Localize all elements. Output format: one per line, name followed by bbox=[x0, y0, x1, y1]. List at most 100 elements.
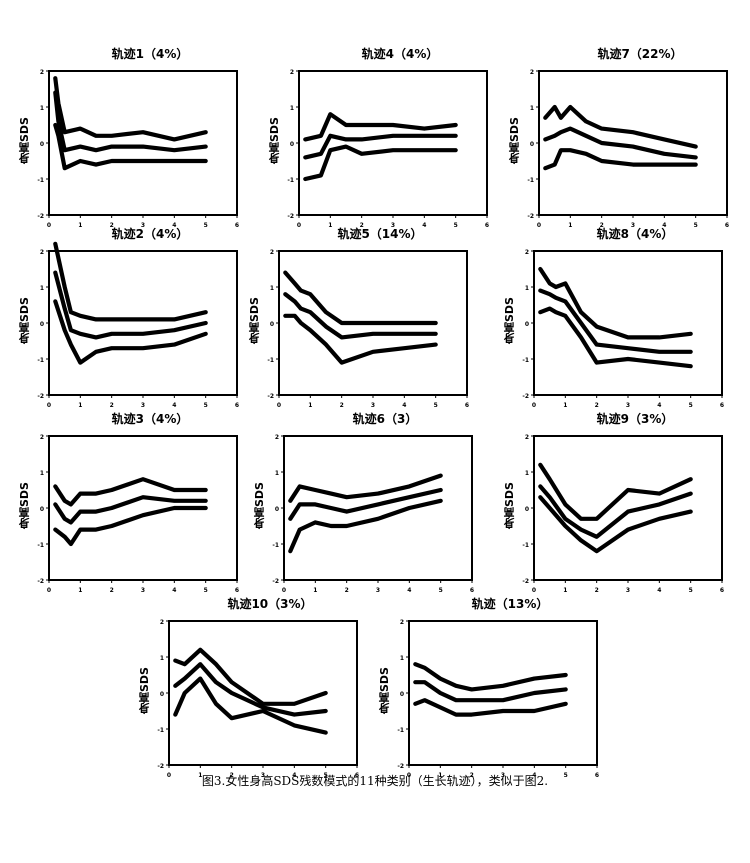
y-tick-label: 2 bbox=[40, 69, 44, 76]
x-tick-label: 0 bbox=[537, 222, 541, 229]
y-axis-label: 身高SDS bbox=[253, 482, 266, 530]
y-tick-label: 2 bbox=[525, 434, 529, 441]
x-tick-label: 1 bbox=[78, 222, 82, 229]
series-line-1 bbox=[413, 680, 568, 703]
chart-plot: -2 -1 0 1 2 0 1 2 3 4 5 6 bbox=[522, 434, 724, 594]
x-tick-label: 0 bbox=[282, 587, 286, 594]
x-tick-label: 2 bbox=[360, 222, 364, 229]
y-axis-label: 身高SDS bbox=[508, 117, 521, 165]
series-line-2 bbox=[538, 306, 693, 369]
y-tick-label: -2 bbox=[37, 578, 44, 585]
x-tick-label: 3 bbox=[626, 402, 630, 409]
y-tick-label: 0 bbox=[290, 141, 294, 148]
x-tick-label: 3 bbox=[141, 587, 145, 594]
series-line-2 bbox=[538, 495, 693, 554]
series-line-2 bbox=[288, 498, 443, 554]
y-tick-label: -1 bbox=[287, 177, 294, 184]
y-tick-label: 0 bbox=[40, 321, 44, 328]
x-tick-label: 2 bbox=[595, 402, 599, 409]
series-line-0 bbox=[288, 473, 443, 503]
series-line-0 bbox=[303, 112, 458, 142]
y-tick-label: 1 bbox=[275, 470, 279, 477]
chart-panel-9: 轨迹10（3%） 身高SDS -2 -1 0 1 2 0 1 2 3 4 5 6 bbox=[135, 595, 365, 785]
y-tick-label: 0 bbox=[40, 141, 44, 148]
series-line-2 bbox=[173, 676, 328, 735]
y-tick-label: -2 bbox=[267, 393, 274, 400]
y-axis-label: 身高SDS bbox=[503, 482, 516, 530]
x-tick-label: 0 bbox=[532, 587, 536, 594]
y-tick-label: -2 bbox=[287, 213, 294, 220]
y-tick-label: 1 bbox=[400, 655, 404, 662]
y-tick-label: 1 bbox=[270, 285, 274, 292]
series-line-1 bbox=[53, 270, 208, 340]
y-tick-label: 2 bbox=[40, 249, 44, 256]
figure-caption: 图3.女性身高SDS残数模式的11种类别（生长轨迹），类似于图2. bbox=[201, 774, 549, 788]
y-axis-label: 身高SDS bbox=[18, 297, 31, 345]
plot-frame bbox=[533, 250, 723, 396]
chart-panel-8: 轨迹9（3%） 身高SDS -2 -1 0 1 2 0 1 2 3 4 5 6 bbox=[500, 410, 730, 600]
x-tick-label: 4 bbox=[292, 772, 296, 779]
x-tick-label: 6 bbox=[720, 402, 724, 409]
y-tick-label: 0 bbox=[525, 321, 529, 328]
y-tick-label: 1 bbox=[525, 285, 529, 292]
x-tick-label: 3 bbox=[391, 222, 395, 229]
series-line-0 bbox=[283, 270, 438, 326]
x-tick-label: 5 bbox=[204, 587, 208, 594]
chart-plot: -2 -1 0 1 2 0 1 2 3 4 5 6 bbox=[37, 241, 239, 409]
x-tick-label: 6 bbox=[470, 587, 474, 594]
x-tick-label: 3 bbox=[631, 222, 635, 229]
y-tick-label: 1 bbox=[40, 285, 44, 292]
x-tick-label: 5 bbox=[439, 587, 443, 594]
chart-panel-0: 轨迹1（4%） 身高SDS -2 -1 0 1 2 0 1 2 3 4 5 6 bbox=[15, 45, 245, 235]
x-tick-label: 4 bbox=[662, 222, 666, 229]
x-tick-label: 6 bbox=[235, 402, 239, 409]
chart-title: 轨迹4（4%） bbox=[361, 47, 439, 61]
y-tick-label: 0 bbox=[275, 506, 279, 513]
x-tick-label: 6 bbox=[235, 222, 239, 229]
x-tick-label: 0 bbox=[47, 587, 51, 594]
chart-panel-1: 轨迹4（4%） 身高SDS -2 -1 0 1 2 0 1 2 3 4 5 6 bbox=[265, 45, 495, 235]
x-tick-label: 1 bbox=[198, 772, 202, 779]
series-line-0 bbox=[53, 477, 208, 507]
y-tick-label: -1 bbox=[522, 357, 529, 364]
chart-plot: -2 -1 0 1 2 0 1 2 3 4 5 6 bbox=[527, 69, 729, 229]
plot-frame bbox=[538, 70, 728, 216]
plot-frame bbox=[533, 435, 723, 581]
y-tick-label: -1 bbox=[527, 177, 534, 184]
x-tick-label: 3 bbox=[371, 402, 375, 409]
x-tick-label: 5 bbox=[564, 772, 568, 779]
x-tick-label: 1 bbox=[563, 402, 567, 409]
x-tick-label: 5 bbox=[324, 772, 328, 779]
chart-plot: -2 -1 0 1 2 0 1 2 3 4 5 6 bbox=[267, 249, 469, 409]
chart-title: 轨迹9（3%） bbox=[596, 412, 674, 426]
chart-panel-10: 轨迹（13%） 身高SDS -2 -1 0 1 2 0 1 2 3 4 5 6 bbox=[375, 595, 605, 785]
plot-frame bbox=[48, 70, 238, 216]
y-tick-label: 1 bbox=[530, 105, 534, 112]
x-tick-label: 5 bbox=[204, 222, 208, 229]
series-line-1 bbox=[303, 133, 458, 160]
y-tick-label: 2 bbox=[400, 619, 404, 626]
y-axis-label: 身高SDS bbox=[503, 297, 516, 345]
x-tick-label: 6 bbox=[235, 587, 239, 594]
x-tick-label: 0 bbox=[47, 222, 51, 229]
y-tick-label: -2 bbox=[527, 213, 534, 220]
chart-title: 轨迹10（3%） bbox=[227, 597, 313, 611]
y-tick-label: -1 bbox=[267, 357, 274, 364]
y-tick-label: -2 bbox=[37, 213, 44, 220]
x-tick-label: 3 bbox=[626, 587, 630, 594]
chart-panel-4: 轨迹5（14%） 身高SDS -2 -1 0 1 2 0 1 2 3 4 5 6 bbox=[245, 225, 475, 415]
x-tick-label: 2 bbox=[340, 402, 344, 409]
x-tick-label: 0 bbox=[297, 222, 301, 229]
x-tick-label: 1 bbox=[78, 402, 82, 409]
series-line-1 bbox=[53, 90, 208, 153]
x-tick-label: 1 bbox=[438, 772, 442, 779]
series-line-1 bbox=[543, 126, 698, 160]
series-line-1 bbox=[173, 662, 328, 717]
y-tick-label: 0 bbox=[525, 506, 529, 513]
plot-frame bbox=[283, 435, 473, 581]
x-tick-label: 6 bbox=[595, 772, 599, 779]
x-tick-label: 5 bbox=[694, 222, 698, 229]
y-tick-label: 2 bbox=[160, 619, 164, 626]
x-tick-label: 5 bbox=[434, 402, 438, 409]
series-line-1 bbox=[538, 288, 693, 354]
